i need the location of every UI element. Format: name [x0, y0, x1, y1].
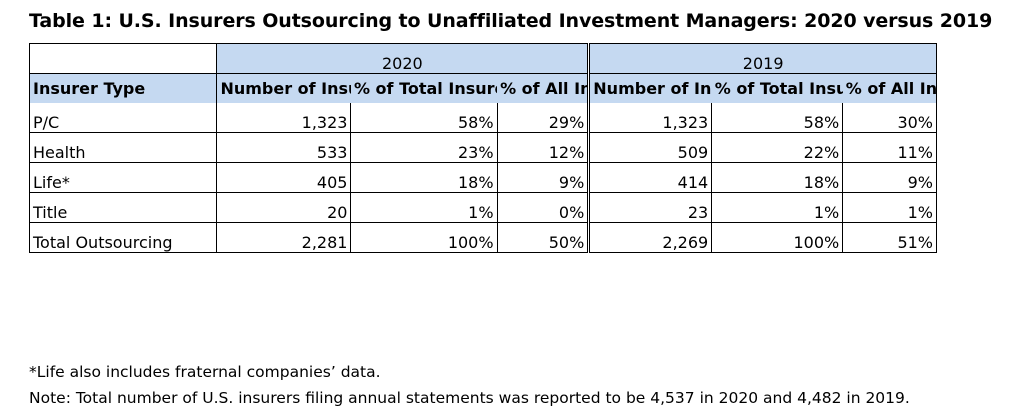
pct-all-2020-cell: 9% — [497, 162, 591, 193]
pct-all-2019-cell: 30% — [842, 103, 937, 133]
num-outsourcing-2019-cell: 1,323 — [588, 103, 713, 133]
pct-total-2019-cell: 1% — [711, 192, 844, 223]
table-row-total: Total Outsourcing 2,281 100% 50% 2,269 1… — [28, 222, 937, 253]
pct-all-2020-cell: 12% — [497, 132, 591, 163]
insurer-type-cell: Life* — [28, 162, 218, 193]
num-outsourcing-2020-cell: 1,323 — [216, 103, 352, 133]
num-outsourcing-2020-cell: 405 — [216, 162, 352, 193]
insurer-type-cell: Title — [28, 192, 218, 223]
num-outsourcing-2019-cell: 509 — [588, 132, 713, 163]
pct-total-2020-cell: 1% — [350, 192, 498, 223]
pct-all-2020-cell: 0% — [497, 192, 591, 223]
pct-all-2019-cell: 1% — [842, 192, 937, 223]
pct-all-2019-cell: 11% — [842, 132, 937, 163]
insurer-type-cell: P/C — [28, 103, 218, 133]
footnote-total-insurers: Note: Total number of U.S. insurers fili… — [29, 389, 910, 407]
num-outsourcing-2019-cell: 23 — [588, 192, 713, 223]
pct-total-2019-cell: 18% — [711, 162, 844, 193]
num-outsourcing-2020-header: Number of Insurers Outsourcing — [216, 73, 351, 103]
table-row: Life* 405 18% 9% 414 18% 9% — [28, 162, 937, 193]
pct-total-outsourcing-2019-header: % of Total Insurers Outsourcing — [711, 73, 843, 103]
header-corner-cell — [28, 43, 217, 74]
num-outsourcing-2020-cell: 20 — [216, 192, 352, 223]
year-2019-header: 2019 — [588, 43, 937, 74]
footnote-life: *Life also includes fraternal companies’… — [29, 363, 381, 381]
num-outsourcing-2019-header: Number of Insurers Outsourcing — [588, 73, 712, 103]
num-outsourcing-2020-cell: 2,281 — [216, 222, 352, 253]
pct-total-2020-cell: 58% — [350, 103, 498, 133]
insurer-type-header: Insurer Type — [28, 73, 217, 103]
insurer-type-cell: Total Outsourcing — [28, 222, 218, 253]
num-outsourcing-2020-cell: 533 — [216, 132, 352, 163]
table-row: P/C 1,323 58% 29% 1,323 58% 30% — [28, 103, 937, 133]
pct-all-2020-cell: 29% — [497, 103, 591, 133]
year-header-row: 2020 2019 — [28, 43, 937, 74]
pct-all-2019-cell: 9% — [842, 162, 937, 193]
table-title: Table 1: U.S. Insurers Outsourcing to Un… — [29, 10, 993, 32]
pct-all-insurers-2020-header: % of All Insurers — [497, 73, 591, 103]
num-outsourcing-2019-cell: 2,269 — [588, 222, 713, 253]
pct-all-insurers-2019-header: % of All Insurers — [842, 73, 937, 103]
num-outsourcing-2019-cell: 414 — [588, 162, 713, 193]
year-2020-header: 2020 — [216, 43, 591, 74]
pct-total-2020-cell: 23% — [350, 132, 498, 163]
pct-all-2019-cell: 51% — [842, 222, 937, 253]
pct-total-2019-cell: 100% — [711, 222, 844, 253]
outsourcing-table: 2020 2019 Insurer Type Number of Insurer… — [28, 43, 937, 253]
table-row: Title 20 1% 0% 23 1% 1% — [28, 192, 937, 223]
pct-all-2020-cell: 50% — [497, 222, 591, 253]
pct-total-outsourcing-2020-header: % of Total Insurers Outsourcing — [350, 73, 498, 103]
insurer-type-cell: Health — [28, 132, 218, 163]
table-row: Health 533 23% 12% 509 22% 11% — [28, 132, 937, 163]
pct-total-2019-cell: 58% — [711, 103, 844, 133]
column-header-row: Insurer Type Number of Insurers Outsourc… — [28, 73, 937, 103]
pct-total-2020-cell: 100% — [350, 222, 498, 253]
pct-total-2019-cell: 22% — [711, 132, 844, 163]
pct-total-2020-cell: 18% — [350, 162, 498, 193]
